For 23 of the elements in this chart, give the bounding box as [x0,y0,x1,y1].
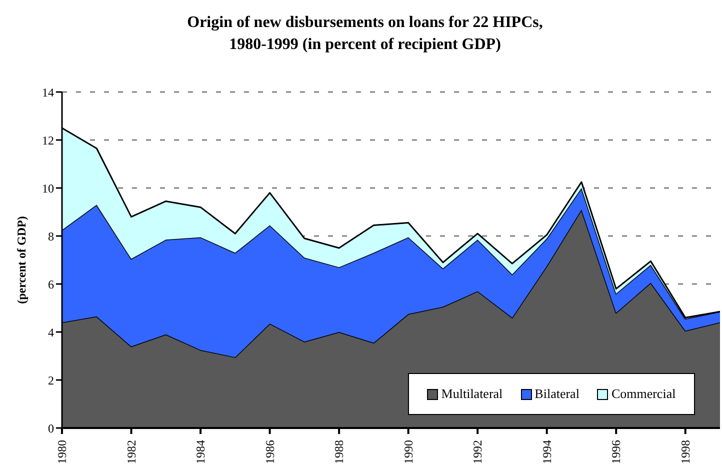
x-tick-label: 1990 [401,440,416,464]
x-tick-label: 1996 [609,440,624,464]
x-tick-label: 1998 [678,440,692,464]
y-tick-label: 10 [42,181,54,196]
x-tick-label: 1980 [55,440,69,464]
y-tick-label: 12 [42,133,54,148]
legend-label: Commercial [610,386,676,402]
x-tick-label: 1992 [470,440,485,464]
y-tick-label: 6 [48,277,54,292]
chart-title: Origin of new disbursements on loans for 22 HIPCs, 1980-1999 (in percent of recipient GDP) [186,13,544,55]
y-axis-title: (percent of GDP) [14,216,30,304]
x-tick-label: 1988 [332,440,346,464]
x-tick-label: 1986 [262,440,277,464]
legend-label: Multilateral [440,386,503,402]
y-tick-label: 14 [42,85,54,100]
legend-label: Bilateral [534,386,580,402]
x-tick-label: 1982 [124,440,138,464]
y-tick-label: 0 [48,421,54,436]
y-tick-label: 4 [48,325,54,340]
x-tick-label: 1994 [540,440,554,464]
y-tick-label: 2 [48,373,54,388]
y-tick-label: 8 [48,229,54,244]
x-tick-label: 1984 [194,440,208,464]
